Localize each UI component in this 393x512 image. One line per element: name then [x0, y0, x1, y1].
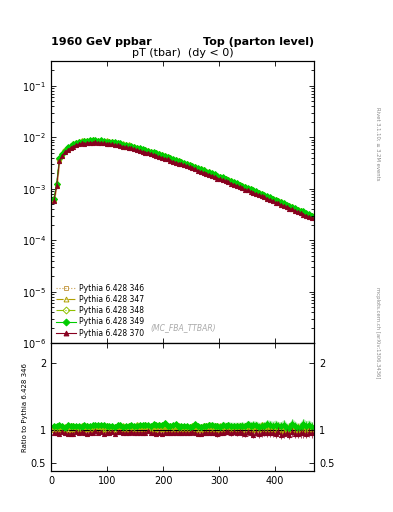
Text: 1960 GeV ppbar: 1960 GeV ppbar	[51, 37, 152, 47]
Y-axis label: Ratio to Pythia 6.428 346: Ratio to Pythia 6.428 346	[22, 362, 28, 452]
Legend: Pythia 6.428 346, Pythia 6.428 347, Pythia 6.428 348, Pythia 6.428 349, Pythia 6: Pythia 6.428 346, Pythia 6.428 347, Pyth…	[55, 282, 146, 339]
Title: pT (tbar)  (dy < 0): pT (tbar) (dy < 0)	[132, 48, 233, 58]
Text: (MC_FBA_TTBAR): (MC_FBA_TTBAR)	[150, 323, 215, 332]
Text: Rivet 3.1.10; ≥ 3.2M events: Rivet 3.1.10; ≥ 3.2M events	[375, 106, 380, 180]
Text: mcplots.cern.ch [arXiv:1306.3436]: mcplots.cern.ch [arXiv:1306.3436]	[375, 287, 380, 378]
Text: Top (parton level): Top (parton level)	[203, 37, 314, 47]
